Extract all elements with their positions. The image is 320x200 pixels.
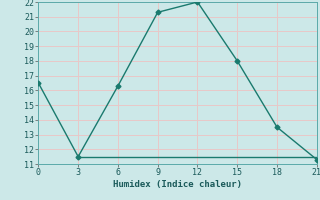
X-axis label: Humidex (Indice chaleur): Humidex (Indice chaleur) xyxy=(113,180,242,189)
